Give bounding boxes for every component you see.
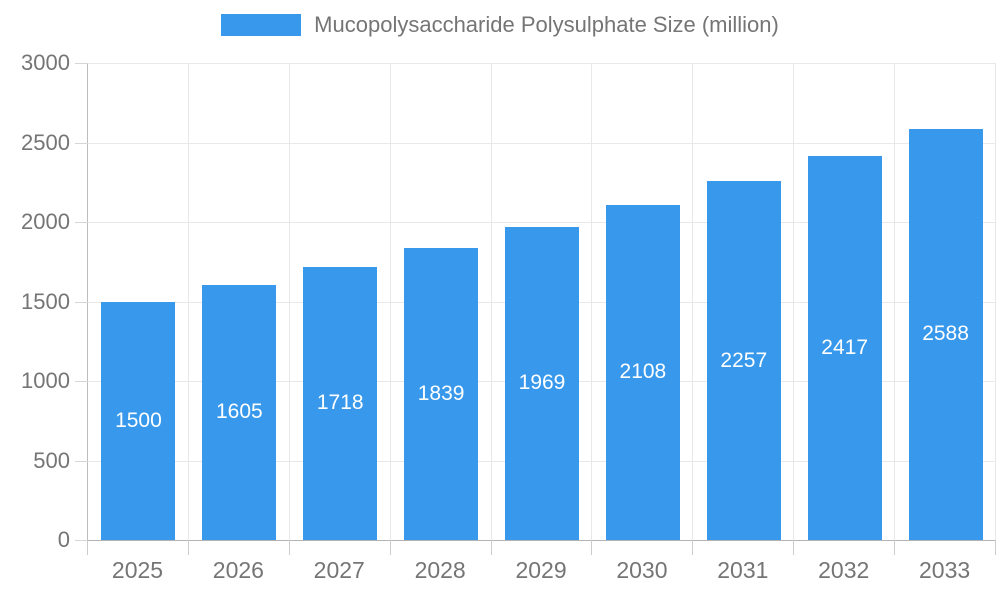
x-gridline (389, 63, 391, 540)
x-gridline (490, 63, 492, 540)
legend-label: Mucopolysaccharide Polysulphate Size (mi… (314, 12, 779, 37)
bar: 1718 (303, 266, 378, 540)
bar: 1969 (505, 226, 579, 540)
y-axis-tick-label: 2000 (21, 209, 70, 234)
plot-area: 1500 1605 1718 1839 1969 2108 2257 2417 2588 (75, 63, 996, 555)
y-axis-tick-label: 0 (57, 527, 70, 552)
y-axis-tick-label: 1500 (21, 288, 70, 314)
x-gridline (793, 63, 795, 540)
x-gridline (591, 63, 593, 540)
y-tick (75, 540, 88, 541)
y-axis-tick-label: 500 (33, 447, 70, 473)
x-gridline (187, 63, 189, 540)
x-gridline (894, 63, 896, 540)
y-tick (75, 222, 88, 223)
x-axis-tick-label: 2030 (616, 557, 668, 583)
x-gridline (288, 63, 290, 540)
x-axis-tick-label: 2027 (313, 557, 365, 583)
x-gridline (995, 63, 996, 540)
y-tick (75, 381, 88, 382)
bar-value-label: 1839 (417, 381, 465, 405)
bar-value-label: 1969 (518, 371, 566, 395)
y-tick (75, 460, 88, 462)
bar-value-label: 1500 (115, 408, 162, 432)
x-axis-tick-label: 2029 (515, 557, 567, 583)
bar: 1500 (101, 301, 176, 540)
x-tick (490, 540, 492, 555)
bar-value-label: 2588 (922, 322, 969, 346)
bar: 2417 (807, 155, 882, 540)
y-gridline (88, 222, 996, 223)
x-tick (793, 540, 795, 555)
x-tick (692, 540, 694, 555)
legend[interactable]: Mucopolysaccharide Polysulphate Size (mi… (0, 12, 1000, 38)
bar-value-label: 2417 (821, 335, 869, 359)
x-axis-tick-label: 2025 (111, 557, 164, 583)
y-tick (75, 142, 88, 144)
bar: 2588 (908, 128, 983, 540)
bar-value-label: 1718 (316, 391, 364, 415)
x-tick (389, 540, 391, 555)
bar: 1605 (202, 284, 277, 540)
x-gridline (692, 63, 694, 540)
x-tick (288, 540, 290, 555)
y-gridline (88, 142, 996, 144)
bar: 2108 (605, 204, 680, 540)
x-axis-tick-label: 2031 (717, 557, 769, 583)
bar-value-label: 1605 (215, 400, 263, 424)
bar: 1839 (404, 247, 479, 540)
y-axis-tick-label: 1000 (21, 368, 70, 393)
y-gridline (88, 63, 996, 64)
x-axis-tick-label: 2033 (919, 557, 971, 583)
bar: 2257 (706, 181, 781, 540)
bar-value-label: 2108 (619, 360, 667, 384)
x-tick (187, 540, 189, 555)
x-axis-tick-label: 2028 (414, 557, 466, 583)
x-tick (995, 540, 996, 555)
y-axis-tick-label: 2500 (21, 129, 70, 155)
x-tick (591, 540, 593, 555)
x-axis-tick-label: 2032 (818, 557, 870, 583)
legend-swatch-icon (221, 14, 302, 36)
bar-value-label: 2257 (720, 348, 768, 372)
y-tick (75, 301, 88, 303)
x-axis-tick-label: 2026 (212, 557, 264, 583)
x-tick (87, 540, 88, 555)
x-tick (894, 540, 896, 555)
y-axis-tick-label: 3000 (21, 50, 70, 75)
y-tick (75, 63, 88, 64)
